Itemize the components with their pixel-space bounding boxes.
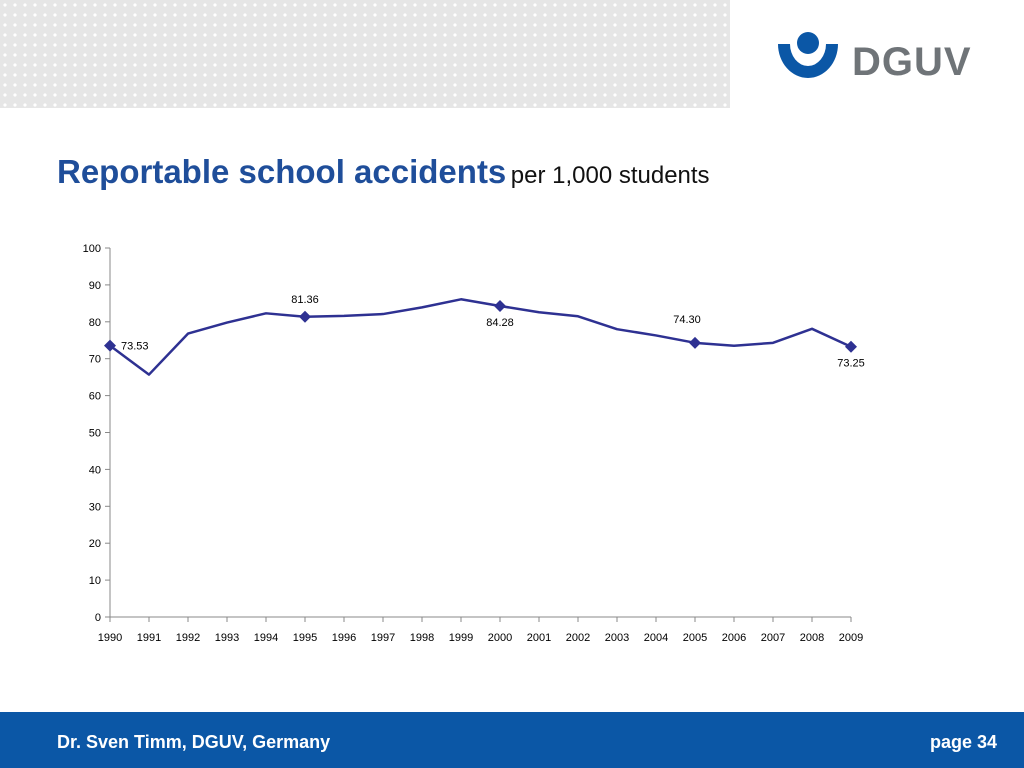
x-tick-label: 2003	[605, 632, 629, 644]
data-label: 84.28	[486, 317, 514, 329]
y-tick-label: 80	[89, 317, 101, 329]
y-tick-label: 90	[89, 280, 101, 292]
x-tick-label: 1995	[293, 632, 317, 644]
data-label: 81.36	[291, 294, 319, 306]
page-number: page 34	[929, 732, 997, 752]
x-tick-label: 1994	[254, 632, 278, 644]
x-tick-label: 2004	[644, 632, 668, 644]
y-tick-label: 10	[89, 575, 101, 587]
logo-area	[730, 0, 1024, 108]
data-label: 73.25	[837, 358, 865, 370]
series-line	[109, 298, 852, 376]
x-tick-label: 1996	[332, 632, 356, 644]
x-tick-label: 1998	[410, 632, 434, 644]
data-point-marker	[104, 339, 116, 352]
x-tick-label: 1992	[176, 632, 200, 644]
data-point-marker	[494, 300, 506, 313]
logo-text: DGUV	[852, 40, 972, 84]
x-tick-label: 1990	[98, 632, 122, 644]
y-tick-label: 70	[89, 354, 101, 366]
x-tick-label: 2005	[683, 632, 707, 644]
x-tick-label: 1999	[449, 632, 473, 644]
footer: Dr. Sven Timm, DGUV, Germany page 34	[0, 712, 1024, 768]
line-chart: 0 10 20 30 40 50 60 70 80 90 100 1990 1991 1992 1993 19…	[83, 243, 865, 644]
x-tick-label: 2001	[527, 632, 551, 644]
title-main: Reportable school accidents	[57, 153, 507, 190]
x-tick-label: 2002	[566, 632, 590, 644]
data-point-marker	[299, 310, 311, 323]
data-point-marker	[689, 336, 701, 349]
dguv-logo-icon	[778, 32, 838, 78]
x-tick-label: 2008	[800, 632, 824, 644]
y-tick-label: 50	[89, 428, 101, 440]
data-label: 73.53	[121, 341, 149, 353]
y-tick-label: 0	[95, 612, 101, 624]
data-point-marker	[845, 340, 857, 353]
y-tick-label: 30	[89, 501, 101, 513]
x-tick-label: 2000	[488, 632, 512, 644]
x-tick-label: 2009	[839, 632, 863, 644]
x-tick-label: 2006	[722, 632, 746, 644]
y-tick-label: 20	[89, 538, 101, 550]
y-tick-label: 40	[89, 464, 101, 476]
x-tick-label: 1997	[371, 632, 395, 644]
footer-author: Dr. Sven Timm, DGUV, Germany	[57, 732, 331, 752]
page-title: Reportable school accidents per 1,000 st…	[57, 150, 710, 201]
y-tick-label: 60	[89, 391, 101, 403]
y-tick-label: 100	[83, 243, 101, 255]
x-tick-label: 1993	[215, 632, 239, 644]
x-tick-label: 1991	[137, 632, 161, 644]
title-sub: per 1,000 students	[510, 162, 710, 189]
x-tick-label: 2007	[761, 632, 785, 644]
data-label: 74.30	[673, 314, 701, 326]
